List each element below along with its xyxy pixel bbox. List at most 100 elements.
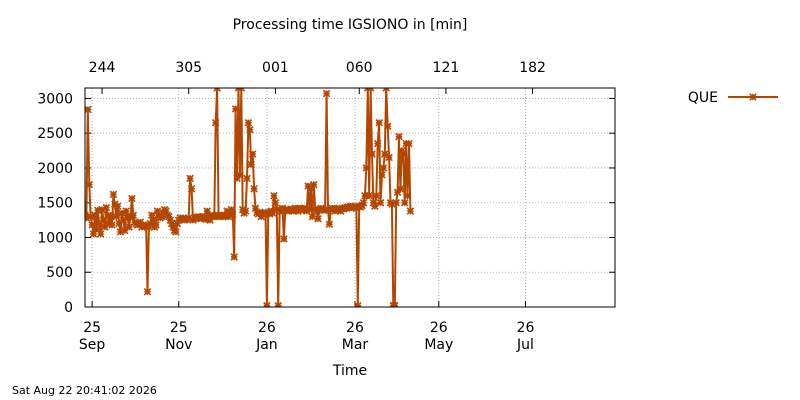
data-point [371,202,379,210]
data-point [396,185,405,193]
x-tick-label-month: Mar [342,337,369,353]
data-point [102,203,111,212]
data-point [399,150,408,158]
data-point [187,185,196,193]
x-tick-label-month: Nov [165,337,192,353]
legend-label-que: QUE [688,90,718,106]
data-point [392,198,400,207]
data-point [372,191,381,200]
data-point [85,180,94,189]
data-point [96,230,105,238]
data-point [263,301,271,307]
data-point [230,253,238,261]
data-point [271,198,280,207]
data-point [203,207,211,215]
x-axis-label: Time [332,363,367,379]
data-point [373,139,382,148]
data-point [231,105,240,113]
data-point [365,191,373,200]
data-point [112,212,121,221]
y-axis: 0 500 1000 1500 2000 2500 3000 [37,91,615,316]
data-point [382,88,390,92]
data-point [366,88,375,92]
data-point [213,88,221,92]
data-point [307,185,315,193]
data-point [383,122,392,131]
data-point [236,171,244,179]
data-point [243,174,251,183]
data-point [211,118,220,127]
data-point [248,150,257,158]
data-point [314,214,322,223]
plot-frame [84,87,616,308]
data-point [148,211,156,219]
x-tick-label-day: 26 [258,320,276,336]
data-point [247,160,256,169]
data-point [310,180,318,189]
y-tick-label: 2000 [37,161,73,177]
x-tick-label-day: 25 [170,320,188,336]
data-point [308,212,317,221]
grid-lines [85,88,615,308]
x-tick-label-day: 26 [430,320,448,336]
x-tick-label-month: May [424,337,453,353]
data-point [241,207,250,215]
x-tick-label-month: Sep [79,337,106,353]
data-point [237,88,246,92]
data-point [229,210,237,219]
data-point [129,211,138,219]
data-point [376,198,385,207]
data-point [109,190,118,199]
data-point [403,191,412,200]
data-point [378,171,386,179]
legend-marker-que [749,93,757,101]
data-point [390,301,399,307]
data-point [172,228,180,236]
data-point [400,198,409,207]
top-tick-label: 060 [346,60,373,76]
data-point [250,185,258,193]
legend-marker-symbol [749,93,757,101]
data-point [305,205,314,214]
y-tick-label: 3000 [37,91,73,107]
data-point [362,164,371,172]
data-point [375,118,383,127]
data-point [106,211,115,219]
data-point [128,194,136,203]
data-point [143,287,152,296]
data-point [322,89,331,98]
data-point [274,301,283,307]
top-tick-label: 244 [89,60,116,76]
data-point [186,174,194,183]
top-tick-label: 182 [519,60,546,76]
data-point [325,220,334,229]
data-point [385,153,393,162]
top-tick-label: 121 [433,60,460,76]
data-point [101,223,109,231]
x-tick-label-month: Jul [516,337,534,353]
x-tick-label-month: Jan [255,337,278,353]
top-tick-label: 305 [175,60,202,76]
data-point [368,150,376,158]
data-point [405,139,413,148]
x-tick-label-day: 26 [346,320,364,336]
data-point [113,202,122,210]
y-tick-label: 1000 [37,230,73,246]
footer-timestamp: Sat Aug 22 20:41:02 2026 [12,384,157,397]
data-point [246,125,254,134]
y-tick-label: 1500 [37,196,73,212]
data-point [270,191,278,200]
data-point [85,105,92,114]
data-point [108,221,116,229]
top-tick-label: 001 [262,60,289,76]
legend: QUE [688,90,778,106]
data-point [395,132,403,141]
y-tick-label: 500 [46,265,73,281]
data-point [280,235,288,243]
data-point [354,301,362,307]
data-point [149,215,157,224]
y-tick-label: 0 [64,300,73,316]
data-point [359,198,368,207]
